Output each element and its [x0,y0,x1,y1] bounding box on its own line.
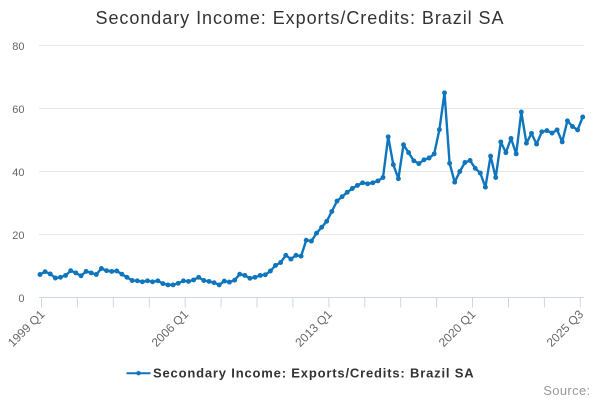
svg-text:20: 20 [12,230,24,242]
svg-text:Source:: Source: [543,383,590,398]
svg-text:40: 40 [12,167,24,179]
svg-text:Secondary Income: Exports/Cred: Secondary Income: Exports/Credits: Brazi… [153,366,474,381]
svg-text:80: 80 [12,41,24,53]
svg-text:60: 60 [12,104,24,116]
svg-text:Secondary Income: Exports/Cred: Secondary Income: Exports/Credits: Brazi… [96,8,505,28]
svg-text:0: 0 [18,293,24,305]
